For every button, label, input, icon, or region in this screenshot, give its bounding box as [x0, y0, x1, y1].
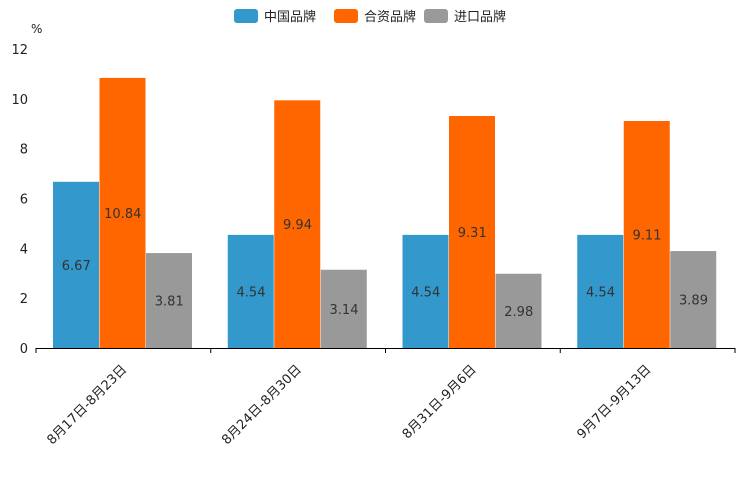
legend-swatch	[234, 9, 258, 23]
y-tick-label: 6	[20, 193, 28, 208]
bars: 6.67 10.84 3.81 4.54 9.94 3.14 4.54 9.31 2.98 4.5…	[53, 77, 717, 349]
data-label: 4.54	[586, 285, 615, 300]
legend-swatch	[424, 9, 448, 23]
data-label: 4.54	[237, 285, 266, 300]
y-tick-label: 0	[20, 342, 28, 357]
y-tick-label: 12	[11, 43, 28, 58]
bar-2-4	[623, 121, 670, 349]
x-tick-label: 8月31日-9月6日	[400, 362, 480, 442]
legend-item[interactable]: 中国品牌	[234, 9, 316, 25]
x-tick-label: 8月17日-8月23日	[44, 362, 130, 448]
bar-2-2	[274, 100, 321, 348]
data-label: 4.54	[411, 285, 440, 300]
x-tick-label: 8月24日-8月30日	[219, 362, 305, 448]
y-tick-label: 8	[20, 143, 28, 158]
x-tick-label: 9月7日-9月13日	[575, 362, 655, 442]
legend: 中国品牌 合资品牌 进口品牌	[234, 9, 506, 25]
bar-2-3	[449, 116, 495, 348]
bar-1-3	[402, 234, 449, 348]
legend-label: 合资品牌	[364, 9, 416, 25]
bar-3-3	[495, 273, 542, 348]
legend-item[interactable]: 进口品牌	[424, 9, 506, 25]
bar-2-1	[99, 77, 146, 349]
bar-3-2	[320, 269, 367, 348]
data-label: 9.94	[283, 218, 312, 233]
y-tick-label: 4	[20, 242, 28, 257]
bar-1-2	[227, 234, 274, 348]
data-label: 2.98	[504, 305, 533, 320]
legend-label: 进口品牌	[454, 9, 506, 25]
legend-label: 中国品牌	[264, 9, 316, 25]
data-label: 6.67	[62, 259, 91, 274]
bar-3-4	[670, 251, 717, 348]
data-label: 9.11	[633, 229, 662, 244]
legend-swatch	[334, 9, 358, 23]
data-label: 9.31	[458, 226, 487, 241]
x-axis: 8月17日-8月23日 8月24日-8月30日 8月31日-9月6日 9月7日-9月1…	[35, 348, 736, 448]
data-label: 3.81	[155, 295, 184, 310]
legend-item[interactable]: 合资品牌	[334, 9, 416, 25]
y-tick-label: 2	[20, 292, 28, 307]
bar-3-1	[146, 253, 192, 348]
bar-1-1	[53, 181, 99, 348]
data-label: 3.14	[330, 303, 359, 318]
data-label: 3.89	[679, 294, 708, 309]
y-tick-label: 10	[11, 93, 28, 108]
bar-1-4	[577, 234, 624, 348]
data-label: 10.84	[104, 207, 141, 222]
y-axis: 0 2 4 6 8 10 12	[11, 43, 28, 357]
y-axis-unit-label: %	[31, 22, 42, 36]
